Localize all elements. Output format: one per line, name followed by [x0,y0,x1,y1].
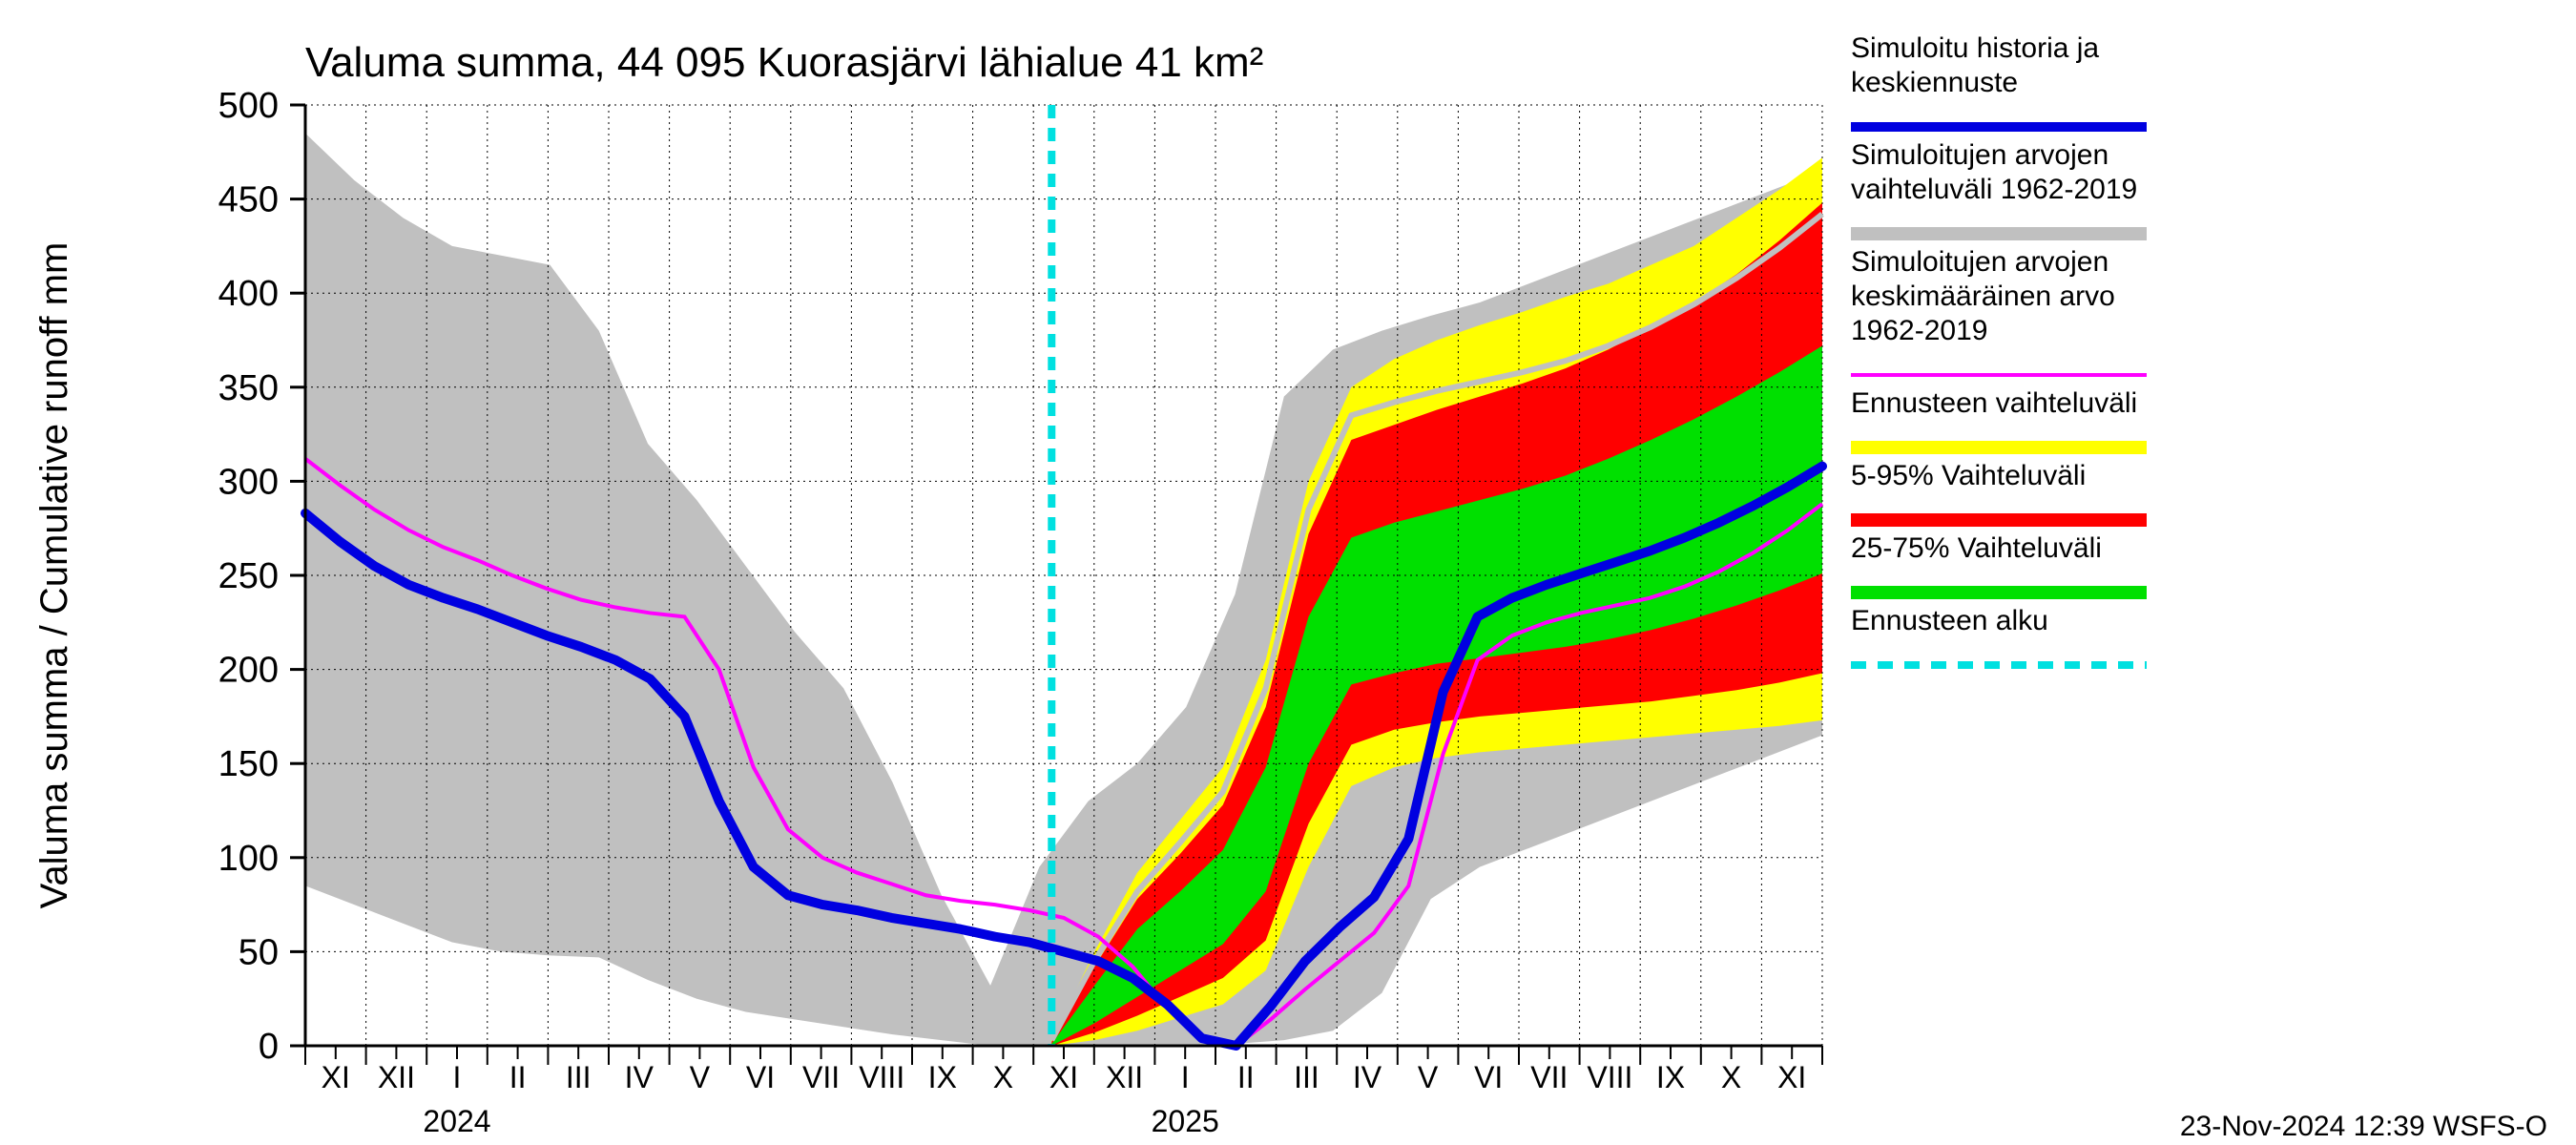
y-axis-label: Valuma summa / Cumulative runoff mm [33,242,75,909]
y-tick-label: 300 [218,462,279,502]
month-label: VI [746,1060,775,1094]
month-label: II [1237,1060,1255,1094]
month-label: I [453,1060,462,1094]
month-label: IX [928,1060,957,1094]
month-label: VII [1530,1060,1568,1094]
chart-svg: 050100150200250300350400450500XIXIIIIIII… [0,0,2576,1145]
month-label: VIII [1587,1060,1632,1094]
y-tick-label: 100 [218,839,279,879]
legend-swatch [1851,513,2147,527]
month-label: VII [802,1060,840,1094]
legend-label: keskimääräinen arvo [1851,281,2115,312]
chart-title: Valuma summa, 44 095 Kuorasjärvi lähialu… [305,39,1263,86]
svg-text:Valuma summa / Cumulative runo: Valuma summa / Cumulative runoff mm [33,242,75,909]
month-label: XI [322,1060,350,1094]
y-tick-label: 0 [259,1027,279,1067]
month-label: X [1721,1060,1741,1094]
legend-swatch [1851,586,2147,599]
y-tick-label: 200 [218,651,279,691]
y-tick-label: 250 [218,556,279,596]
y-tick-label: 450 [218,180,279,220]
year-label: 2025 [1152,1104,1219,1138]
month-label: X [993,1060,1013,1094]
legend-label: Simuloitu historia ja [1851,32,2099,64]
month-label: IV [1353,1060,1382,1094]
month-label: XII [378,1060,415,1094]
legend-label: 25-75% Vaihteluväli [1851,532,2102,564]
legend-label: 5-95% Vaihteluväli [1851,460,2086,491]
legend-swatch [1851,227,2147,240]
month-label: III [1294,1060,1319,1094]
legend-label: 1962-2019 [1851,315,1987,346]
legend-label: keskiennuste [1851,67,2018,98]
month-label: VIII [859,1060,904,1094]
month-label: V [690,1060,711,1094]
month-label: IX [1656,1060,1685,1094]
month-label: IV [625,1060,654,1094]
legend-label: Ennusteen alku [1851,605,2048,636]
month-label: II [509,1060,527,1094]
y-tick-label: 400 [218,274,279,314]
month-label: XI [1049,1060,1078,1094]
legend-swatch [1851,441,2147,454]
month-label: XI [1777,1060,1806,1094]
footer-timestamp: 23-Nov-2024 12:39 WSFS-O [2180,1111,2547,1142]
legend-label: Ennusteen vaihteluväli [1851,387,2137,419]
legend-label: vaihteluväli 1962-2019 [1851,174,2137,205]
month-label: III [566,1060,592,1094]
month-label: VI [1474,1060,1503,1094]
month-label: I [1181,1060,1190,1094]
month-label: V [1418,1060,1439,1094]
chart-container: { "chart": { "type": "area-line-forecast… [0,0,2576,1145]
legend-label: Simuloitujen arvojen [1851,139,2109,171]
year-label: 2024 [423,1104,490,1138]
y-tick-label: 350 [218,368,279,408]
y-tick-label: 50 [239,932,279,972]
month-label: XII [1106,1060,1143,1094]
legend-label: Simuloitujen arvojen [1851,246,2109,278]
y-tick-label: 500 [218,86,279,126]
y-tick-label: 150 [218,744,279,784]
